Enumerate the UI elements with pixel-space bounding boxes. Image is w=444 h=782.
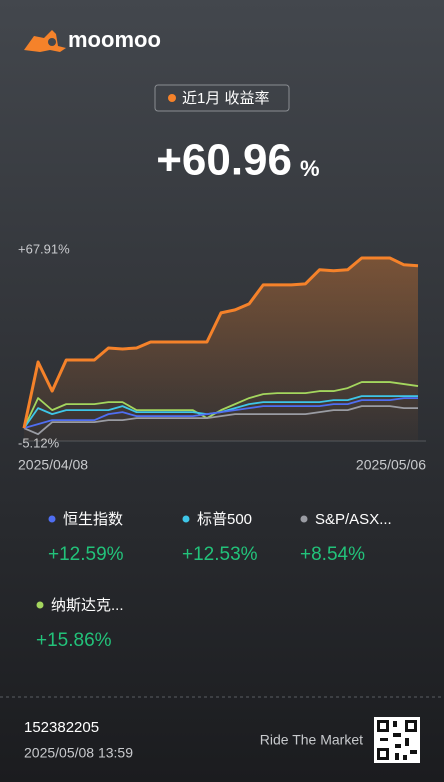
legend-label: 恒生指数 bbox=[63, 511, 123, 528]
area-fill bbox=[24, 258, 418, 441]
period-label: 近1月 收益率 bbox=[182, 90, 270, 107]
slogan: Ride The Market bbox=[260, 732, 363, 748]
series-line bbox=[23, 397, 418, 430]
legend: 恒生指数 +12.59% 标普500 +12.53% S&P/ASX... +8.54% 纳… bbox=[36, 511, 392, 651]
qr-code bbox=[374, 717, 420, 763]
total-return: +60.96 bbox=[156, 136, 292, 185]
period-dot bbox=[168, 94, 176, 102]
legend-dot bbox=[300, 515, 308, 523]
legend-dot bbox=[48, 515, 56, 523]
legend-return: +15.86% bbox=[36, 630, 112, 651]
account-id: 152382205 bbox=[24, 719, 99, 736]
legend-return: +12.53% bbox=[182, 544, 258, 565]
timestamp: 2025/05/08 13:59 bbox=[24, 745, 133, 761]
y-tick-label: +67.91% bbox=[18, 241, 70, 256]
legend-label: 标普500 bbox=[197, 511, 252, 528]
legend-dot bbox=[36, 601, 44, 609]
x-tick-label: 2025/04/08 bbox=[18, 457, 88, 473]
brand: moomoo bbox=[68, 27, 161, 52]
logo-icon bbox=[24, 30, 66, 52]
legend-label: S&P/ASX... bbox=[315, 511, 392, 528]
legend-label: 纳斯达克... bbox=[51, 597, 124, 614]
series-line bbox=[23, 405, 418, 436]
series-line bbox=[23, 381, 419, 429]
legend-dot bbox=[182, 515, 190, 523]
series-line bbox=[22, 256, 419, 429]
x-tick-label: 2025/05/06 bbox=[356, 457, 426, 473]
legend-return: +8.54% bbox=[300, 544, 365, 565]
period-badge bbox=[154, 84, 290, 112]
legend-return: +12.59% bbox=[48, 544, 124, 565]
chart: +67.91%-5.12%2025/04/08 2025/05/06 bbox=[18, 241, 426, 472]
return-unit: % bbox=[300, 156, 320, 181]
